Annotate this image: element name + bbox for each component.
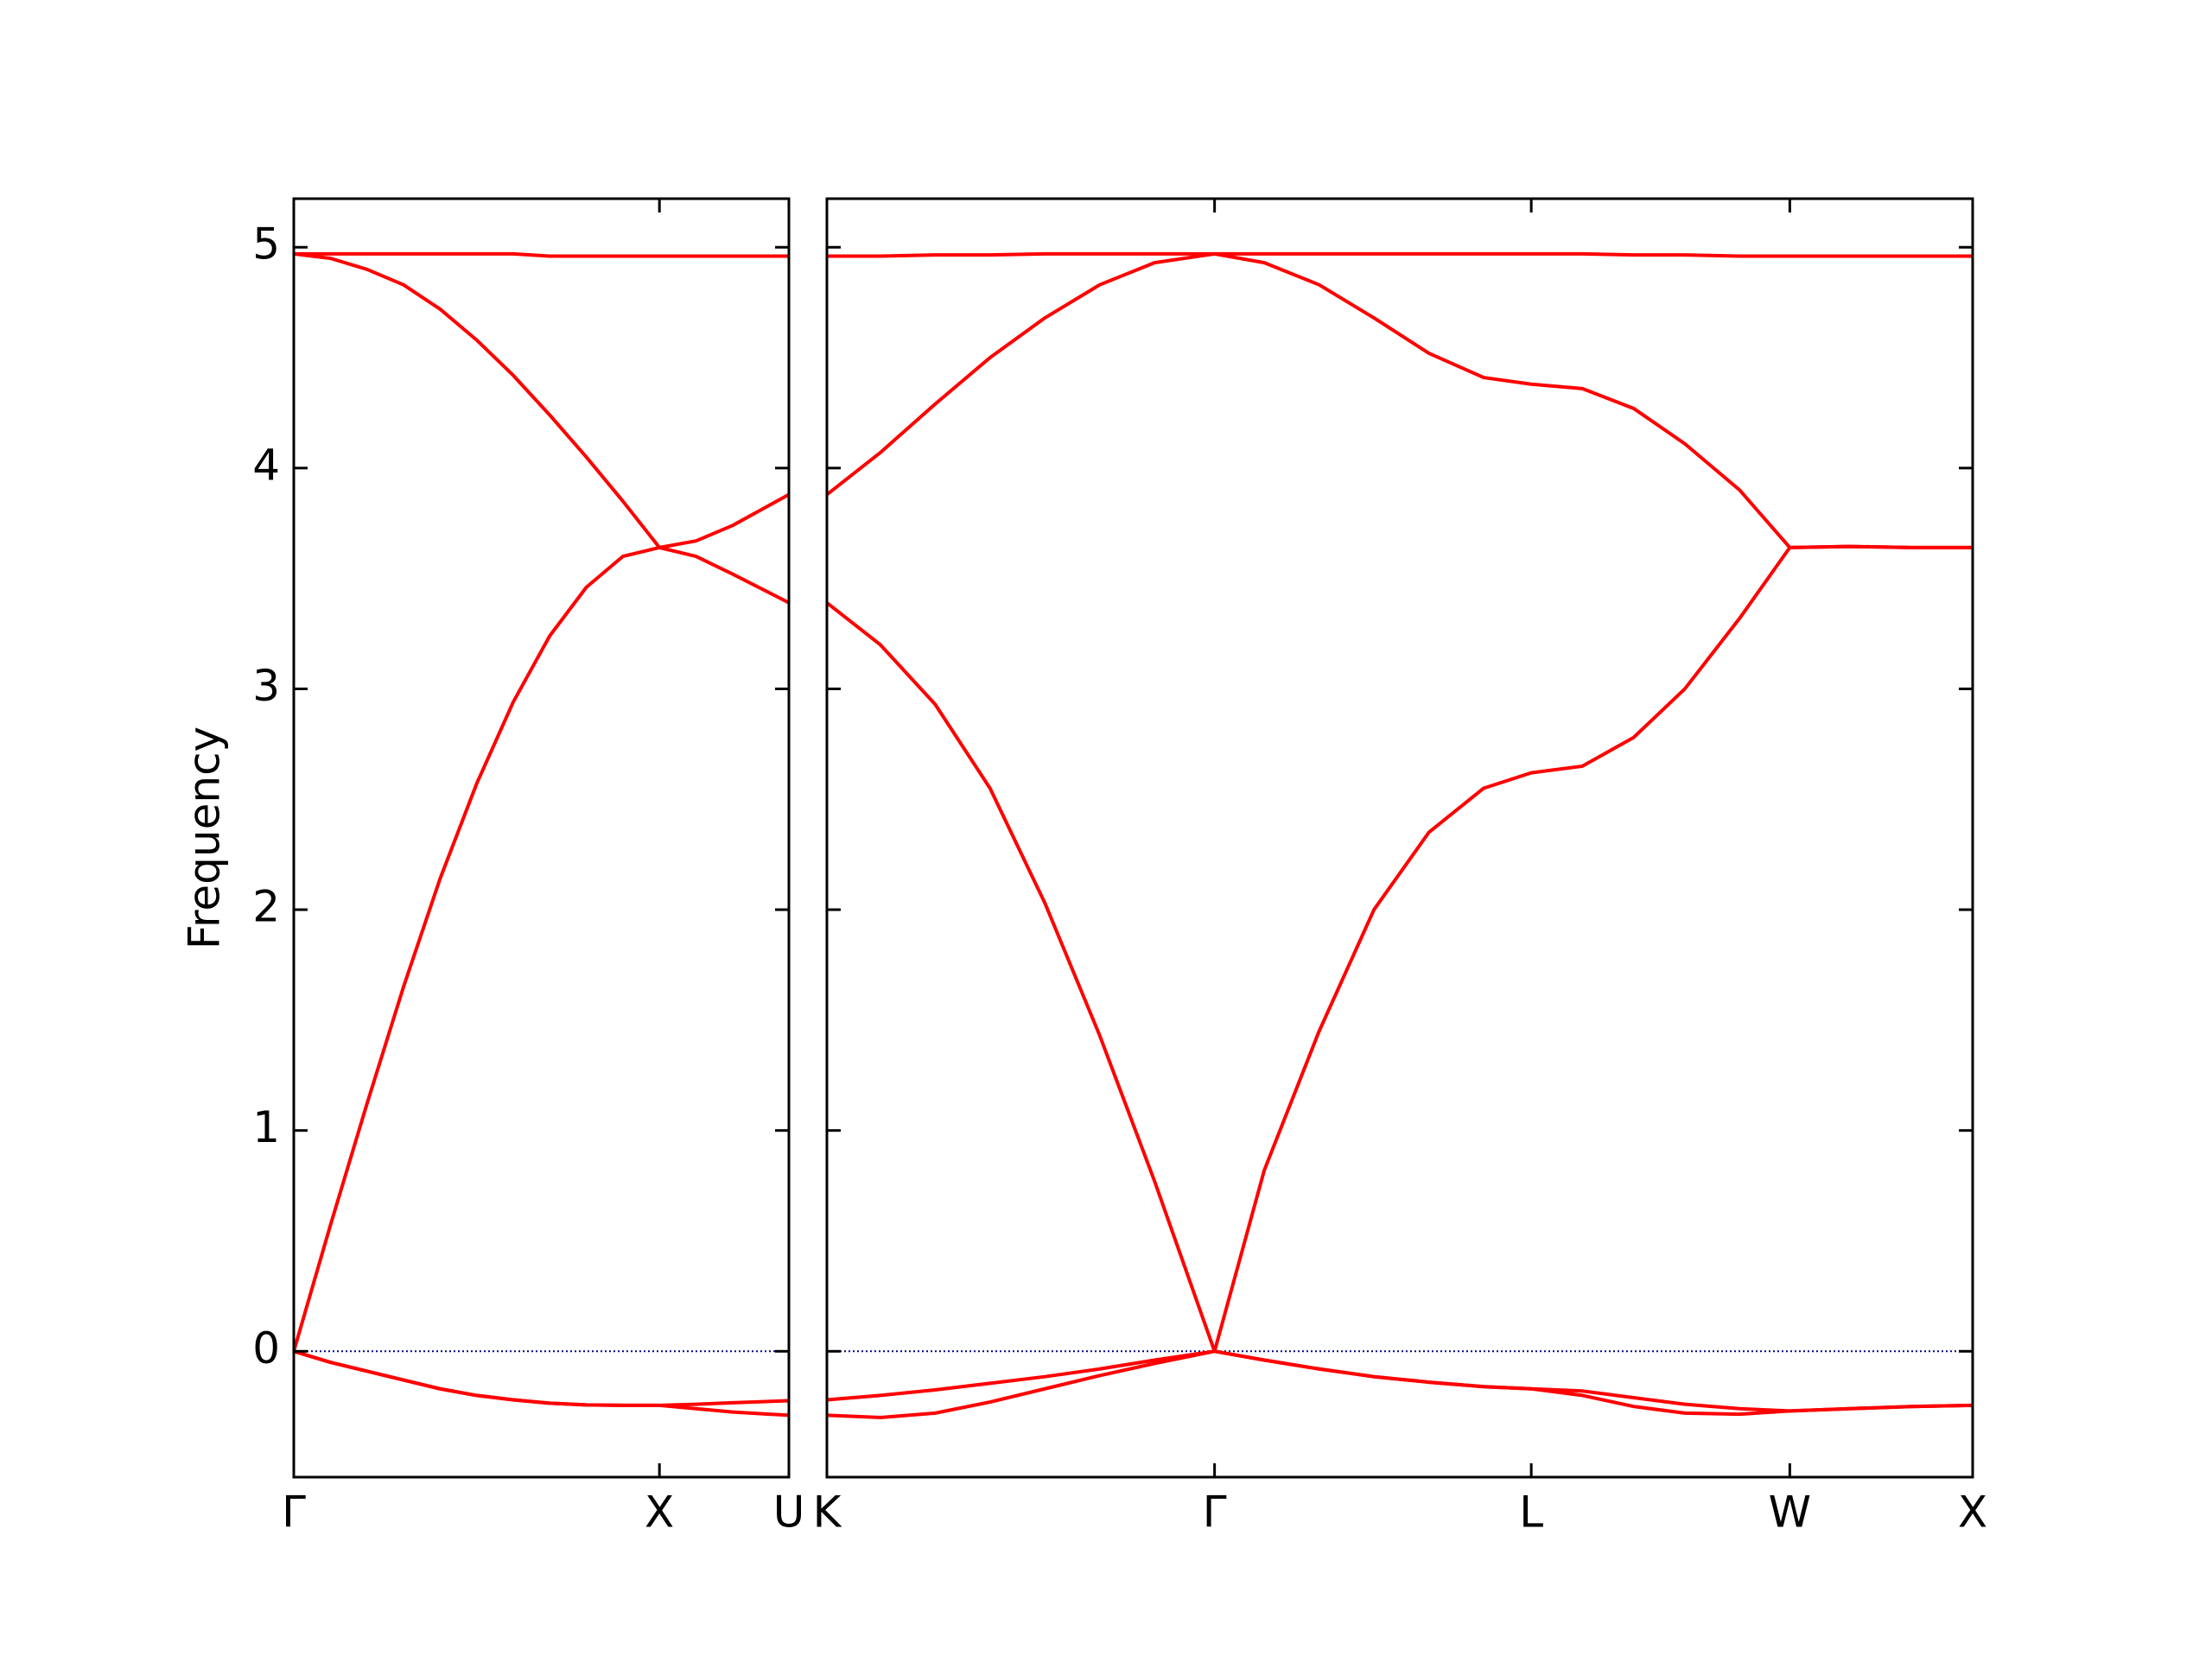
y-tick-label: 4	[252, 440, 280, 490]
band-line	[292, 545, 790, 1352]
x-tick-label: L	[1519, 1488, 1543, 1538]
x-tick-label: X	[645, 1488, 674, 1538]
x-tick-label: X	[1958, 1488, 1987, 1538]
band-line	[826, 1349, 1974, 1419]
x-tick-label: Γ	[282, 1488, 306, 1538]
x-tick-label: U	[773, 1488, 805, 1538]
x-tick-label: Γ	[1203, 1488, 1227, 1538]
plot-frame	[292, 197, 791, 1479]
y-tick-label: 0	[252, 1323, 280, 1373]
band-line	[825, 544, 1973, 1354]
band-line	[825, 251, 1973, 549]
band-line	[293, 1349, 790, 1418]
y-tick-label: 3	[252, 661, 280, 711]
band-line	[293, 1349, 790, 1407]
plot-frame	[825, 197, 1974, 1479]
band-line	[294, 251, 789, 258]
y-axis-label: Frequency	[180, 726, 230, 949]
x-tick-label: W	[1769, 1488, 1811, 1538]
x-tick-label: K	[813, 1488, 842, 1538]
y-tick-label: 2	[252, 882, 280, 932]
y-tick-label: 5	[252, 219, 280, 270]
y-tick-label: 1	[252, 1102, 280, 1152]
band-line	[293, 251, 790, 549]
band-line	[827, 251, 1973, 258]
band-line	[826, 1349, 1974, 1413]
